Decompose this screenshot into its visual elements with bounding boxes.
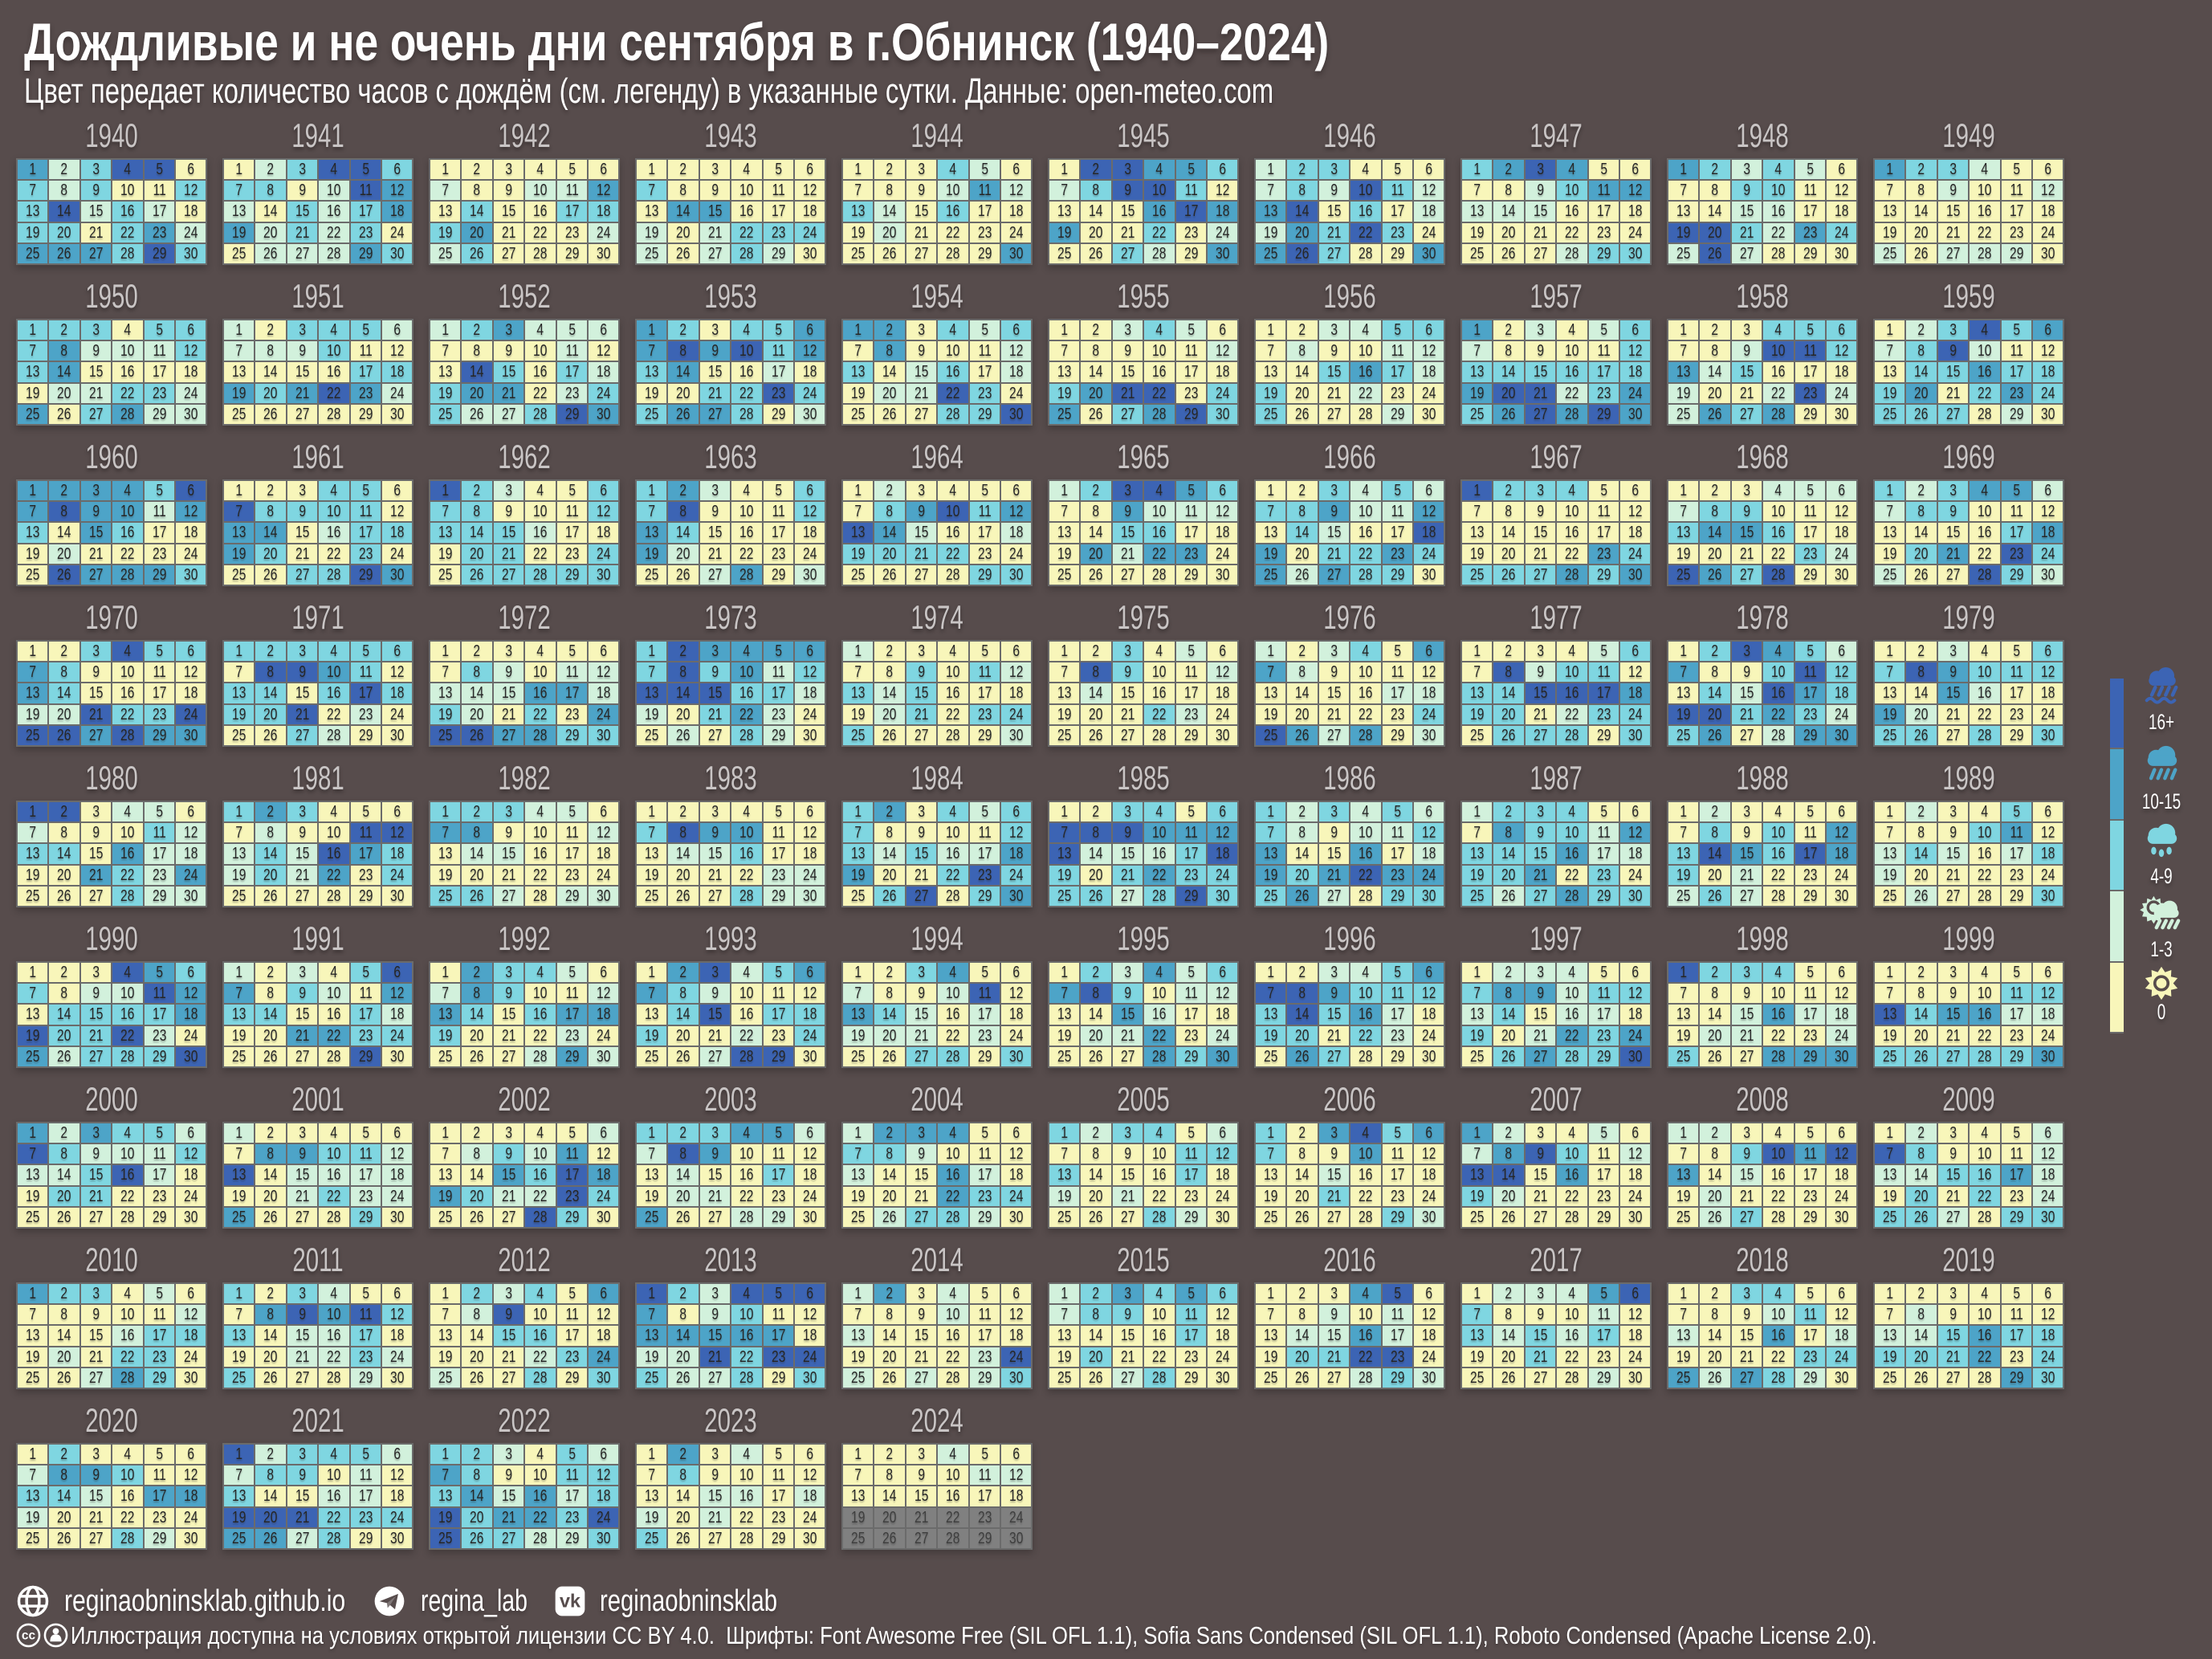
svg-text:vk: vk bbox=[560, 1591, 580, 1612]
svg-text:cc: cc bbox=[22, 1629, 36, 1643]
